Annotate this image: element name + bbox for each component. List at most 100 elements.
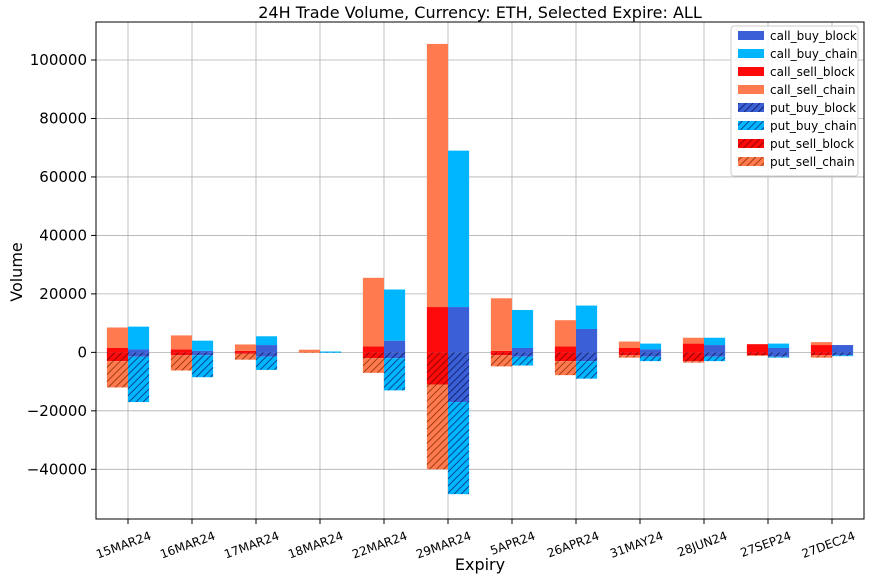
bar-call_sell_chain-26APR24 <box>554 320 576 347</box>
y-tick-label: 20000 <box>39 285 87 303</box>
bar-put_buy_block-27SEP24 <box>768 352 790 357</box>
legend-label-put_sell_block: put_sell_block <box>770 137 854 151</box>
legend-label-put_buy_chain: put_buy_chain <box>770 119 857 133</box>
bar-put_buy_block-17MAR24 <box>256 352 278 357</box>
legend-label-call_buy_block: call_buy_block <box>770 29 857 43</box>
legend-label-call_sell_chain: call_sell_chain <box>770 83 855 97</box>
legend: call_buy_block call_buy_chain call_sell_bl… <box>730 25 859 177</box>
plot-frame <box>95 21 865 520</box>
bar-call_buy_chain-22MAR24 <box>384 289 406 341</box>
bar-call_sell_block-15MAR24 <box>106 347 128 353</box>
legend-swatch-call_sell_block <box>738 67 764 76</box>
bar-put_buy_chain-17MAR24 <box>256 356 278 370</box>
bar-call_sell_chain-29MAR24 <box>426 43 448 308</box>
bar-put_buy_block-28JUN24 <box>704 352 726 357</box>
bar-put_sell_block-5APR24 <box>490 352 512 356</box>
bar-put_buy_block-16MAR24 <box>192 352 214 356</box>
bar-put_buy_chain-18MAR24 <box>320 352 342 353</box>
bar-call_buy_block-29MAR24 <box>448 307 470 353</box>
bar-call_buy_block-15MAR24 <box>128 349 150 353</box>
bar-put_sell_block-27SEP24 <box>746 352 768 356</box>
bar-put_sell_chain-17MAR24 <box>234 353 256 360</box>
bar-put_sell_block-15MAR24 <box>106 352 128 362</box>
bar-put_buy_chain-31MAY24 <box>640 356 662 362</box>
x-tick-label: 28JUN24 <box>676 529 730 560</box>
y-axis: −40000 −20000 0 20000 40000 60000 80000 100000 <box>27 51 96 478</box>
y-tick-label: −40000 <box>27 460 87 478</box>
legend-swatch-call_sell_chain <box>738 85 764 94</box>
y-tick-label: 100000 <box>30 51 87 69</box>
bar-call_sell_block-29MAR24 <box>426 307 448 353</box>
bar-put_sell_chain-28JUN24 <box>682 361 704 363</box>
legend-label-put_sell_chain: put_sell_chain <box>770 155 855 169</box>
bar-call_sell_chain-17MAR24 <box>234 344 256 351</box>
bar-call_buy_block-17MAR24 <box>256 345 278 353</box>
legend-swatch-call_buy_chain <box>738 49 764 58</box>
x-tick-label: 15MAR24 <box>94 529 153 562</box>
bar-call_sell_chain-27DEC24 <box>810 342 832 346</box>
bar-call_sell_chain-15MAR24 <box>106 327 128 348</box>
bar-put_buy_chain-27SEP24 <box>768 356 790 358</box>
x-tick-label: 22MAR24 <box>350 529 409 562</box>
bar-put_sell_chain-5APR24 <box>490 355 512 367</box>
bar-put_sell_block-27DEC24 <box>810 352 832 356</box>
bar-put_buy_chain-27DEC24 <box>832 355 854 357</box>
bar-call_buy_chain-17MAR24 <box>256 336 278 346</box>
bar-put_sell_block-22MAR24 <box>362 352 384 359</box>
x-tick-label: 27DEC24 <box>800 529 857 561</box>
bar-call_buy_chain-26APR24 <box>576 305 598 329</box>
bar-call_sell_block-26APR24 <box>554 346 576 353</box>
bar-put_buy_chain-15MAR24 <box>128 356 150 403</box>
bar-put_buy_block-29MAR24 <box>448 352 470 403</box>
bar-put_sell_block-28JUN24 <box>682 352 704 362</box>
x-tick-label: 18MAR24 <box>286 529 345 562</box>
bar-call_sell_chain-28JUN24 <box>682 337 704 344</box>
bar-call_buy_chain-29MAR24 <box>448 150 470 308</box>
bar-call_sell_chain-22MAR24 <box>362 277 384 347</box>
bar-put_sell_chain-15MAR24 <box>106 361 128 388</box>
bar-put_buy_chain-22MAR24 <box>384 358 406 391</box>
bar-call_sell_block-22MAR24 <box>362 346 384 353</box>
bar-put_buy_block-15MAR24 <box>128 352 150 357</box>
bar-call_sell_block-27DEC24 <box>810 345 832 353</box>
bar-call_buy_chain-5APR24 <box>512 309 534 348</box>
bar-put_sell_chain-31MAY24 <box>618 355 640 358</box>
bar-call_sell_block-5APR24 <box>490 350 512 353</box>
legend-swatch-put_buy_block <box>738 103 764 112</box>
bar-call_sell_chain-31MAY24 <box>618 341 640 348</box>
bar-call_sell_block-27SEP24 <box>746 344 768 353</box>
legend-swatch-call_buy_block <box>738 31 764 40</box>
x-tick-label: 31MAY24 <box>608 529 665 561</box>
bar-call_sell_chain-18MAR24 <box>298 349 320 353</box>
bar-put_buy_block-26APR24 <box>576 352 598 362</box>
y-tick-label: 80000 <box>39 109 87 127</box>
bar-put_buy_block-5APR24 <box>512 352 534 357</box>
x-tick-label: 5APR24 <box>488 529 537 558</box>
x-tick-label: 17MAR24 <box>222 529 281 562</box>
legend-label-call_buy_chain: call_buy_chain <box>770 47 857 61</box>
y-axis-label: Volume <box>7 242 26 302</box>
y-tick-label: 60000 <box>39 168 87 186</box>
legend-swatch-put_sell_chain <box>738 157 764 166</box>
bar-put_buy_chain-26APR24 <box>576 361 598 379</box>
legend-swatch-put_buy_chain <box>738 121 764 130</box>
x-axis-label: Expiry <box>455 555 505 574</box>
bar-call_buy_block-28JUN24 <box>704 345 726 353</box>
bar-call_buy_chain-28JUN24 <box>704 337 726 346</box>
x-tick-label: 26APR24 <box>545 529 601 561</box>
bar-put_buy_chain-28JUN24 <box>704 356 726 362</box>
bar-call_sell_block-16MAR24 <box>170 349 192 353</box>
bar-call_buy_chain-15MAR24 <box>128 326 150 350</box>
bar-call_buy_block-5APR24 <box>512 347 534 353</box>
bar-call_buy_block-22MAR24 <box>384 340 406 353</box>
bar-put_sell_block-31MAY24 <box>618 352 640 356</box>
bar-put_sell_chain-18MAR24 <box>298 352 320 353</box>
chart-title: 24H Trade Volume, Currency: ETH, Selecte… <box>258 3 702 22</box>
bar-put_buy_chain-29MAR24 <box>448 402 470 495</box>
bar-call_sell_block-28JUN24 <box>682 343 704 353</box>
bars <box>106 43 854 495</box>
legend-label-put_buy_block: put_buy_block <box>770 101 856 115</box>
bar-call_buy_block-16MAR24 <box>192 350 214 353</box>
bar-call_buy_chain-16MAR24 <box>192 340 214 351</box>
